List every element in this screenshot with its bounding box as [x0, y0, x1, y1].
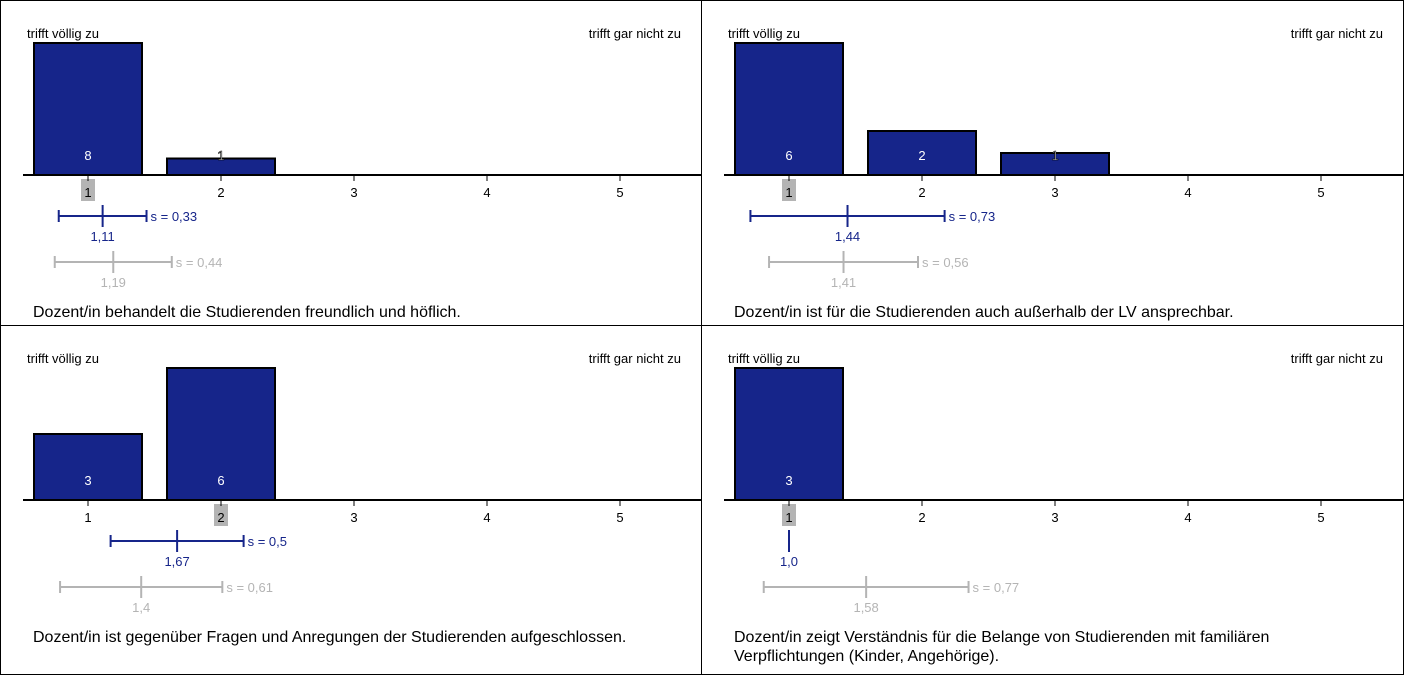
ref-sd-label: s = 0,44	[176, 255, 223, 270]
highlight-category-box	[782, 504, 796, 526]
left-scale-label: trifft völlig zu	[27, 351, 99, 366]
chart-panel: trifft völlig zu trifft gar nicht zu 8 1 1 2 3…	[0, 0, 702, 326]
question-text: Dozent/in ist gegenüber Fragen und Anreg…	[33, 629, 627, 646]
highlight-category-box	[81, 179, 95, 201]
x-tick-label: 1	[84, 185, 91, 200]
x-tick-label: 4	[483, 510, 490, 525]
x-tick-label: 3	[350, 510, 357, 525]
x-tick-label: 5	[616, 185, 623, 200]
bar-count-label: 1	[217, 148, 224, 163]
x-tick-label: 2	[918, 510, 925, 525]
ref-mean-label: 1,41	[831, 275, 856, 290]
x-tick-label: 1	[84, 510, 91, 525]
x-tick-label: 4	[1184, 510, 1191, 525]
sd-label: s = 0,33	[151, 209, 198, 224]
ref-mean-label: 1,58	[853, 600, 878, 615]
question-text: Dozent/in ist für die Studierenden auch …	[734, 304, 1234, 321]
mean-label: 1,0	[780, 554, 798, 569]
question-text: Dozent/in behandelt die Studierenden fre…	[33, 304, 461, 321]
right-scale-label: trifft gar nicht zu	[589, 351, 681, 366]
left-scale-label: trifft völlig zu	[728, 351, 800, 366]
bar	[734, 42, 844, 176]
x-tick-label: 3	[1051, 185, 1058, 200]
x-tick-label: 4	[483, 185, 490, 200]
x-tick-label: 5	[616, 510, 623, 525]
bar-chart: trifft völlig zu trifft gar nicht zu 3 1 2 3 4…	[724, 351, 1403, 615]
ref-mean-label: 1,19	[101, 275, 126, 290]
bar-chart: trifft völlig zu trifft gar nicht zu 6 2 1 1 2…	[724, 26, 1403, 290]
bar-chart: trifft völlig zu trifft gar nicht zu 3 6 1 2 3…	[23, 351, 701, 615]
ref-sd-label: s = 0,77	[973, 580, 1020, 595]
left-scale-label: trifft völlig zu	[27, 26, 99, 41]
right-scale-label: trifft gar nicht zu	[589, 26, 681, 41]
x-tick-label: 2	[217, 185, 224, 200]
bar-count-label: 3	[785, 473, 792, 488]
bar-count-label: 1	[1051, 148, 1058, 163]
x-tick-label: 5	[1317, 185, 1324, 200]
bar	[33, 42, 143, 176]
right-scale-label: trifft gar nicht zu	[1291, 351, 1383, 366]
x-tick-label: 3	[1051, 510, 1058, 525]
bar	[33, 433, 143, 501]
bar-chart: trifft völlig zu trifft gar nicht zu 8 1 1 2 3…	[23, 26, 701, 290]
bar	[867, 130, 977, 176]
x-tick-label: 3	[350, 185, 357, 200]
bar-count-label: 8	[84, 148, 91, 163]
chart-panel: trifft völlig zu trifft gar nicht zu 3 1 2 3 4…	[701, 325, 1404, 675]
question-text: Dozent/in zeigt Verständnis für die Bela…	[734, 629, 1270, 665]
chart-panel: trifft völlig zu trifft gar nicht zu 6 2 1 1 2…	[701, 0, 1404, 326]
bar-count-label: 6	[785, 148, 792, 163]
mean-label: 1,11	[90, 229, 114, 244]
ref-sd-label: s = 0,56	[922, 255, 969, 270]
x-tick-label: 5	[1317, 510, 1324, 525]
x-tick-label: 2	[217, 510, 224, 525]
mean-label: 1,67	[164, 554, 189, 569]
x-tick-label: 1	[785, 185, 792, 200]
bar-count-label: 3	[84, 473, 91, 488]
sd-label: s = 0,5	[248, 534, 287, 549]
ref-mean-label: 1,4	[132, 600, 150, 615]
highlight-category-box	[214, 504, 228, 526]
mean-label: 1,44	[835, 229, 860, 244]
right-scale-label: trifft gar nicht zu	[1291, 26, 1383, 41]
sd-label: s = 0,73	[949, 209, 996, 224]
x-tick-label: 4	[1184, 185, 1191, 200]
x-tick-label: 1	[785, 510, 792, 525]
left-scale-label: trifft völlig zu	[728, 26, 800, 41]
bar-count-label: 2	[918, 148, 925, 163]
bar-count-label: 6	[217, 473, 224, 488]
bar	[166, 367, 276, 501]
chart-panel: trifft völlig zu trifft gar nicht zu 3 6 1 2 3…	[0, 325, 702, 675]
highlight-category-box	[782, 179, 796, 201]
ref-sd-label: s = 0,61	[226, 580, 273, 595]
x-tick-label: 2	[918, 185, 925, 200]
